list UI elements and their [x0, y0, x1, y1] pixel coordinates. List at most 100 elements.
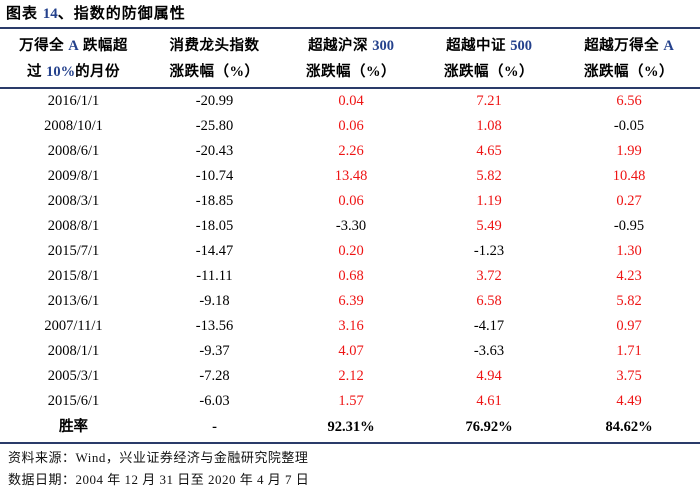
table-cell: 2016/1/1 [47, 93, 100, 109]
table-cell: 3.75 [616, 368, 642, 384]
table-cell: -10.74 [195, 168, 234, 184]
table-cell: 2.26 [338, 143, 364, 159]
table-cell: 0.68 [338, 268, 364, 284]
table-cell: 5.82 [616, 293, 642, 309]
figure-title-suffix: 、指数的防御属性 [57, 6, 186, 22]
table-cell: 4.07 [338, 343, 364, 359]
table-cell: -25.80 [195, 118, 234, 134]
table-cell: 4.61 [476, 393, 502, 409]
table-cell: 5.49 [476, 218, 502, 234]
figure-title: 图表 14、指数的防御属性 [0, 0, 700, 27]
table-cell: -4.17 [473, 318, 505, 334]
table-cell: -14.47 [195, 243, 234, 259]
table-header: 万得全 A 跌幅超过 10%的月份 消费龙头指数 涨跌幅（%） 超越沪深 300 涨跌幅… [0, 30, 700, 89]
column-header-3: 超越沪深 300 涨跌幅（%） [282, 30, 420, 89]
table-cell: 1.99 [616, 143, 642, 159]
table-row: 2005/3/1 -7.28 2.12 4.94 3.75 [0, 364, 700, 389]
table-cell: 6.39 [338, 293, 364, 309]
title-rule [0, 27, 700, 29]
table-cell: -7.28 [199, 368, 230, 384]
table-cell: 2008/6/1 [47, 143, 100, 159]
table-cell: -3.30 [335, 218, 367, 234]
table-cell: 10.48 [612, 168, 646, 184]
table-row: 2016/1/1 -20.99 0.04 7.21 6.56 [0, 88, 700, 114]
table-cell: -20.43 [195, 143, 234, 159]
table-cell: 1.19 [476, 193, 502, 209]
table-cell: 2008/8/1 [47, 218, 100, 234]
table-row: 2009/8/1 -10.74 13.48 5.82 10.48 [0, 164, 700, 189]
table-cell: 1.30 [616, 243, 642, 259]
table-cell: -1.23 [473, 243, 505, 259]
table-cell: 1.57 [338, 393, 364, 409]
table-cell: 2015/6/1 [47, 393, 100, 409]
table-row: 2008/8/1 -18.05 -3.30 5.49 -0.95 [0, 214, 700, 239]
table-cell: 4.49 [616, 393, 642, 409]
table-cell: -13.56 [195, 318, 234, 334]
table-row: 2013/6/1 -9.18 6.39 6.58 5.82 [0, 289, 700, 314]
table-cell: -0.05 [613, 118, 645, 134]
footer-rule [0, 442, 700, 444]
table-cell: -20.99 [195, 93, 234, 109]
table-cell: 6.56 [616, 93, 642, 109]
table-cell: 2.12 [338, 368, 364, 384]
table-cell: 1.08 [476, 118, 502, 134]
table-cell: -9.37 [199, 343, 230, 359]
table-row: 2008/6/1 -20.43 2.26 4.65 1.99 [0, 139, 700, 164]
win-rate-cell: - [212, 419, 217, 435]
table-row: 2008/3/1 -18.85 0.06 1.19 0.27 [0, 189, 700, 214]
table-cell: 5.82 [476, 168, 502, 184]
column-header-4: 超越中证 500 涨跌幅（%） [420, 30, 558, 89]
table-body: 2016/1/1 -20.99 0.04 7.21 6.56 2008/10/1 -25.8… [0, 88, 700, 440]
figure-title-prefix: 图表 [6, 6, 43, 22]
table-row: 2007/11/1 -13.56 3.16 -4.17 0.97 [0, 314, 700, 339]
table-cell: 2008/3/1 [47, 193, 100, 209]
table-cell: 3.16 [338, 318, 364, 334]
table-cell: 0.97 [616, 318, 642, 334]
table-cell: 2015/8/1 [47, 268, 100, 284]
table-cell: -11.11 [196, 268, 233, 284]
table-row: 2015/6/1 -6.03 1.57 4.61 4.49 [0, 389, 700, 414]
table-cell: 13.48 [334, 168, 368, 184]
table-row: 2008/1/1 -9.37 4.07 -3.63 1.71 [0, 339, 700, 364]
table-cell: -18.05 [195, 218, 234, 234]
win-rate-cell: 84.62% [605, 419, 653, 435]
column-header-5: 超越万得全 A 涨跌幅（%） [558, 30, 700, 89]
table-cell: 2007/11/1 [44, 318, 103, 334]
table-cell: 0.20 [338, 243, 364, 259]
table-cell: -18.85 [195, 193, 234, 209]
column-header-1: 万得全 A 跌幅超过 10%的月份 [0, 30, 147, 89]
table-cell: 2013/6/1 [47, 293, 100, 309]
table-cell: 2008/1/1 [47, 343, 100, 359]
defense-table: 万得全 A 跌幅超过 10%的月份 消费龙头指数 涨跌幅（%） 超越沪深 300 涨跌幅… [0, 30, 700, 440]
table-cell: 4.65 [476, 143, 502, 159]
table-cell: 6.58 [476, 293, 502, 309]
table-cell: -9.18 [199, 293, 230, 309]
table-cell: -3.63 [473, 343, 505, 359]
table-cell: 0.04 [338, 93, 364, 109]
win-rate-cell: 76.92% [465, 419, 513, 435]
win-rate-row: 胜率 - 92.31% 76.92% 84.62% [0, 414, 700, 440]
table-cell: -0.95 [613, 218, 645, 234]
table-cell: -6.03 [199, 393, 230, 409]
table-row: 2008/10/1 -25.80 0.06 1.08 -0.05 [0, 114, 700, 139]
table-cell: 1.71 [616, 343, 642, 359]
table-cell: 0.06 [338, 118, 364, 134]
table-cell: 2009/8/1 [47, 168, 100, 184]
table-cell: 4.23 [616, 268, 642, 284]
table-cell: 0.27 [616, 193, 642, 209]
win-rate-cell: 92.31% [327, 419, 375, 435]
table-cell: 2015/7/1 [47, 243, 100, 259]
table-cell: 0.06 [338, 193, 364, 209]
table-row: 2015/8/1 -11.11 0.68 3.72 4.23 [0, 264, 700, 289]
table-cell: 3.72 [476, 268, 502, 284]
source-note: 资料来源：Wind，兴业证券经济与金融研究院整理 [8, 450, 309, 465]
figure-title-number: 14 [42, 6, 58, 22]
date-note: 数据日期：2004 年 12 月 31 日至 2020 年 4 月 7 日 [8, 471, 310, 487]
table-cell: 4.94 [476, 368, 502, 384]
header-row: 万得全 A 跌幅超过 10%的月份 消费龙头指数 涨跌幅（%） 超越沪深 300 涨跌幅… [0, 30, 700, 89]
table-cell: 2008/10/1 [44, 118, 103, 134]
table-row: 2015/7/1 -14.47 0.20 -1.23 1.30 [0, 239, 700, 264]
footer-notes: 资料来源：Wind，兴业证券经济与金融研究院整理 数据日期：2004 年 12 … [0, 444, 700, 490]
win-rate-label: 胜率 [59, 419, 88, 435]
